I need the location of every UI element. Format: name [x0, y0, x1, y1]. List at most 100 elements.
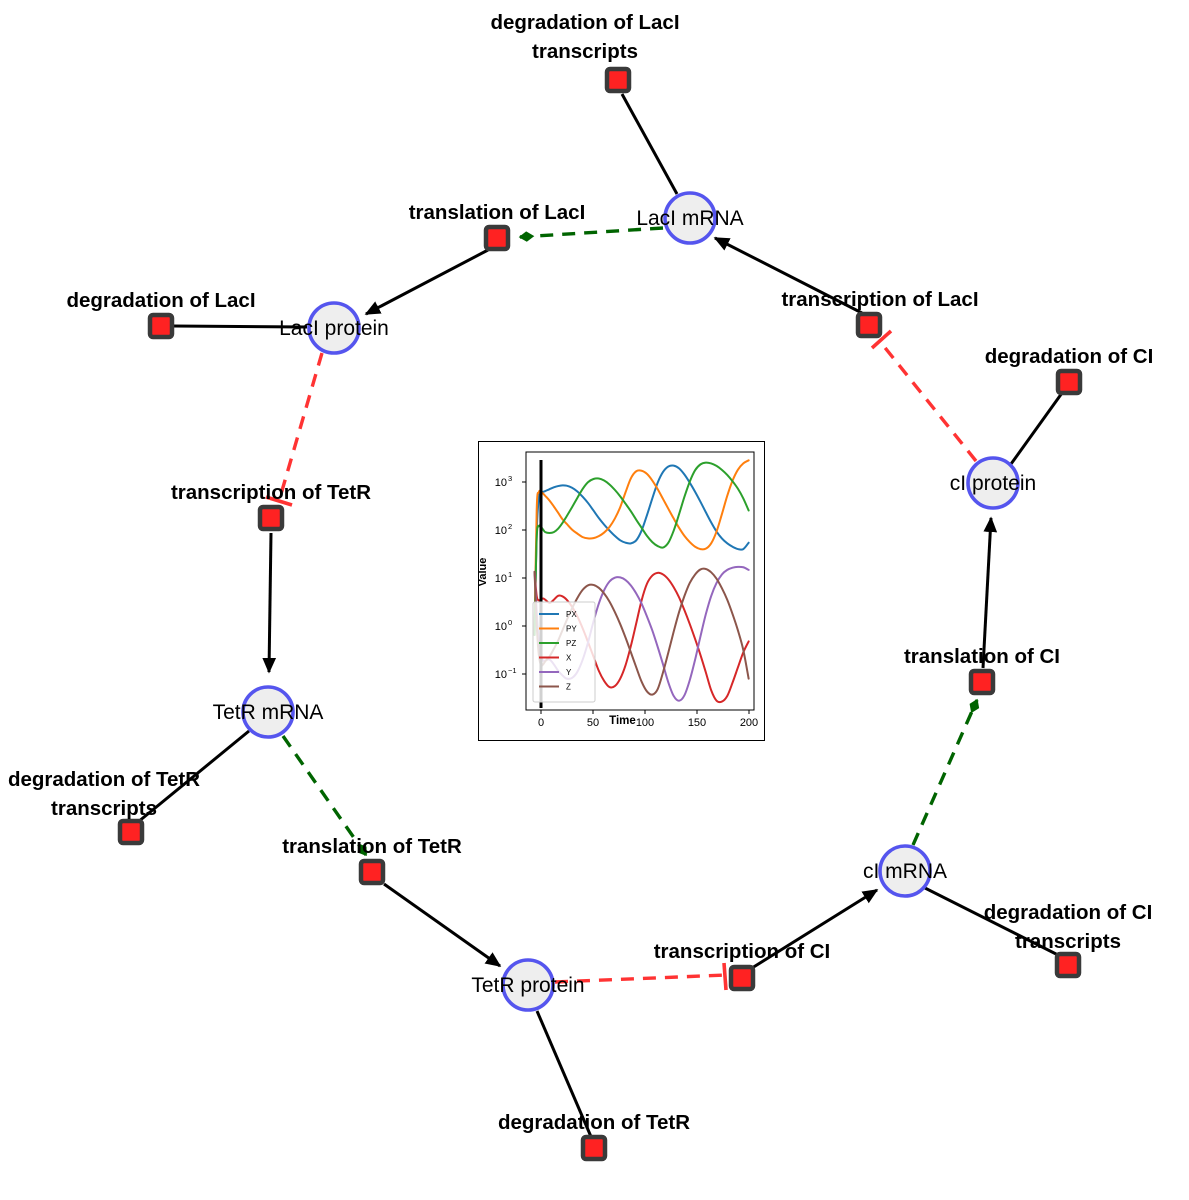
species-label-laci-mrna: LacI mRNA — [636, 207, 743, 230]
legend-label-y: Y — [566, 668, 572, 677]
reaction-label-deg-laci-transcripts-line2: transcripts — [532, 40, 638, 63]
plot-legend: PX PY PZ XYZ — [532, 601, 596, 703]
reaction-node-transcription-laci[interactable] — [855, 311, 883, 339]
ytick-exp-2: 1 — [508, 570, 512, 579]
species-circle[interactable] — [307, 301, 361, 355]
edge-tetr-mrna-degradation — [137, 729, 250, 824]
legend-box — [532, 601, 596, 703]
edge-translation-tetr-protein — [383, 882, 502, 968]
ytick-label-2: 10 — [495, 573, 507, 585]
reaction-label-transcription-laci: transcription of LacI — [781, 288, 978, 311]
reaction-nodes-layer — [117, 66, 1083, 1162]
reaction-label-translation-laci: translation of LacI — [409, 201, 586, 224]
reaction-label-transcription-ci: transcription of CI — [654, 940, 831, 963]
reaction-node-deg-laci[interactable] — [147, 312, 175, 340]
species-node-ci-mrna[interactable] — [878, 844, 932, 898]
tbar-ci-protein-inhibits-laci — [870, 329, 893, 350]
tbar-laci-protein-inhibits-tetr — [265, 495, 293, 507]
reaction-label-transcription-tetr: transcription of TetR — [171, 481, 371, 504]
species-circle[interactable] — [966, 456, 1020, 510]
species-node-tetr-protein[interactable] — [501, 958, 555, 1012]
edge-transcription-ci-mrna — [751, 888, 879, 970]
edge-translation-ci-protein — [981, 516, 998, 669]
edge-translation-laci-protein — [364, 248, 489, 316]
xtick-label-1: 50 — [587, 717, 599, 729]
edge-ci-mrna-degradation — [924, 886, 1063, 959]
species-circle[interactable] — [501, 958, 555, 1012]
reaction-node-deg-laci-transcripts[interactable] — [604, 66, 632, 94]
reaction-label-translation-tetr: translation of TetR — [282, 835, 462, 858]
reaction-label-deg-tetr: degradation of TetR — [498, 1111, 690, 1134]
xtick-label-0: 0 — [538, 717, 544, 729]
edge-ci-protein-inhibits-laci — [880, 342, 978, 463]
legend-label-px: PX — [566, 610, 577, 619]
plot-svg: 10 −1 10 0 10 1 10 2 10 3 0 50 100 — [495, 451, 758, 729]
species-label-tetr-protein: TetR protein — [471, 974, 584, 997]
species-node-ci-protein[interactable] — [966, 456, 1020, 510]
reaction-labels-layer: degradation of LacI transcripts translat… — [8, 11, 1153, 1134]
reaction-label-deg-laci-transcripts: degradation of LacI — [490, 11, 679, 34]
reaction-node-translation-ci[interactable] — [968, 668, 996, 696]
edge-laci-protein-degradation — [172, 324, 308, 329]
reaction-node-deg-tetr-transcripts[interactable] — [117, 818, 145, 846]
edge-laci-mrna-translation — [518, 226, 664, 242]
reaction-node-deg-tetr[interactable] — [580, 1134, 608, 1162]
reaction-node-deg-ci[interactable] — [1055, 368, 1083, 396]
edge-tetr-mrna-translation — [281, 735, 368, 857]
xtick-label-3: 150 — [688, 717, 706, 729]
reaction-label-translation-ci: translation of CI — [904, 645, 1060, 668]
plot-y-axis-label: Value — [477, 557, 489, 587]
edges-layer — [137, 93, 1064, 1140]
legend-label-z: Z — [566, 683, 571, 692]
y-axis-ticks: 10 −1 10 0 10 1 10 2 10 3 — [495, 474, 526, 681]
species-labels-layer: LacI mRNA LacI protein TetR mRNA TetR pr… — [213, 207, 1037, 997]
xtick-label-4: 200 — [740, 717, 758, 729]
edge-laci-protein-inhibits-tetr — [277, 352, 324, 502]
reaction-label-deg-ci-transcripts: degradation of CI — [984, 901, 1153, 924]
reaction-node-translation-tetr[interactable] — [358, 858, 386, 886]
data-series-group — [533, 459, 750, 704]
species-label-tetr-mrna: TetR mRNA — [213, 701, 324, 724]
species-label-laci-protein: LacI protein — [279, 317, 389, 340]
series-line-pz — [533, 461, 750, 637]
series-line-x — [533, 570, 750, 704]
species-node-tetr-mrna[interactable] — [241, 685, 295, 739]
species-circle[interactable] — [241, 685, 295, 739]
species-circle[interactable] — [878, 844, 932, 898]
reaction-node-transcription-tetr[interactable] — [257, 504, 285, 532]
edge-transcription-tetr-mrna — [262, 532, 277, 674]
species-nodes-layer — [241, 191, 1020, 1012]
ytick-exp-4: 3 — [508, 474, 512, 483]
tbar-tetr-protein-inhibits-ci — [722, 962, 728, 991]
reaction-label-deg-laci: degradation of LacI — [66, 289, 255, 312]
reaction-node-translation-laci[interactable] — [483, 224, 511, 252]
species-label-ci-mrna: cI mRNA — [863, 860, 947, 883]
species-node-laci-protein[interactable] — [307, 301, 361, 355]
ytick-label-3: 10 — [495, 525, 507, 537]
species-circle[interactable] — [663, 191, 717, 245]
edge-laci-mrna-degradation — [620, 93, 679, 195]
edge-transcription-laci-mrna — [713, 236, 863, 315]
reaction-node-deg-ci-transcripts[interactable] — [1054, 951, 1082, 979]
edge-ci-mrna-translation — [911, 698, 980, 846]
series-line-px — [533, 464, 750, 637]
reaction-label-deg-tetr-transcripts-line2: transcripts — [51, 797, 157, 820]
reaction-node-transcription-ci[interactable] — [728, 964, 756, 992]
edge-tetr-protein-degradation — [535, 1010, 594, 1140]
ytick-label-4: 10 — [495, 477, 507, 489]
reaction-label-deg-tetr-transcripts: degradation of TetR — [8, 768, 200, 791]
plot-x-axis-label: Time — [609, 715, 636, 727]
legend-label-pz: PZ — [566, 639, 576, 648]
species-node-laci-mrna[interactable] — [663, 191, 717, 245]
inset-timeseries-plot: 10 −1 10 0 10 1 10 2 10 3 0 50 100 — [477, 441, 765, 741]
ytick-exp-3: 2 — [508, 522, 512, 531]
ytick-label-0: 10 — [495, 669, 507, 681]
x-axis-ticks: 0 50 100 150 200 — [538, 710, 758, 729]
reaction-label-deg-ci-transcripts-line2: transcripts — [1015, 930, 1121, 953]
ytick-label-1: 10 — [495, 621, 507, 633]
species-label-ci-protein: cI protein — [950, 472, 1036, 495]
ytick-exp-1: 0 — [508, 618, 512, 627]
edge-ci-protein-degradation — [1009, 392, 1064, 465]
